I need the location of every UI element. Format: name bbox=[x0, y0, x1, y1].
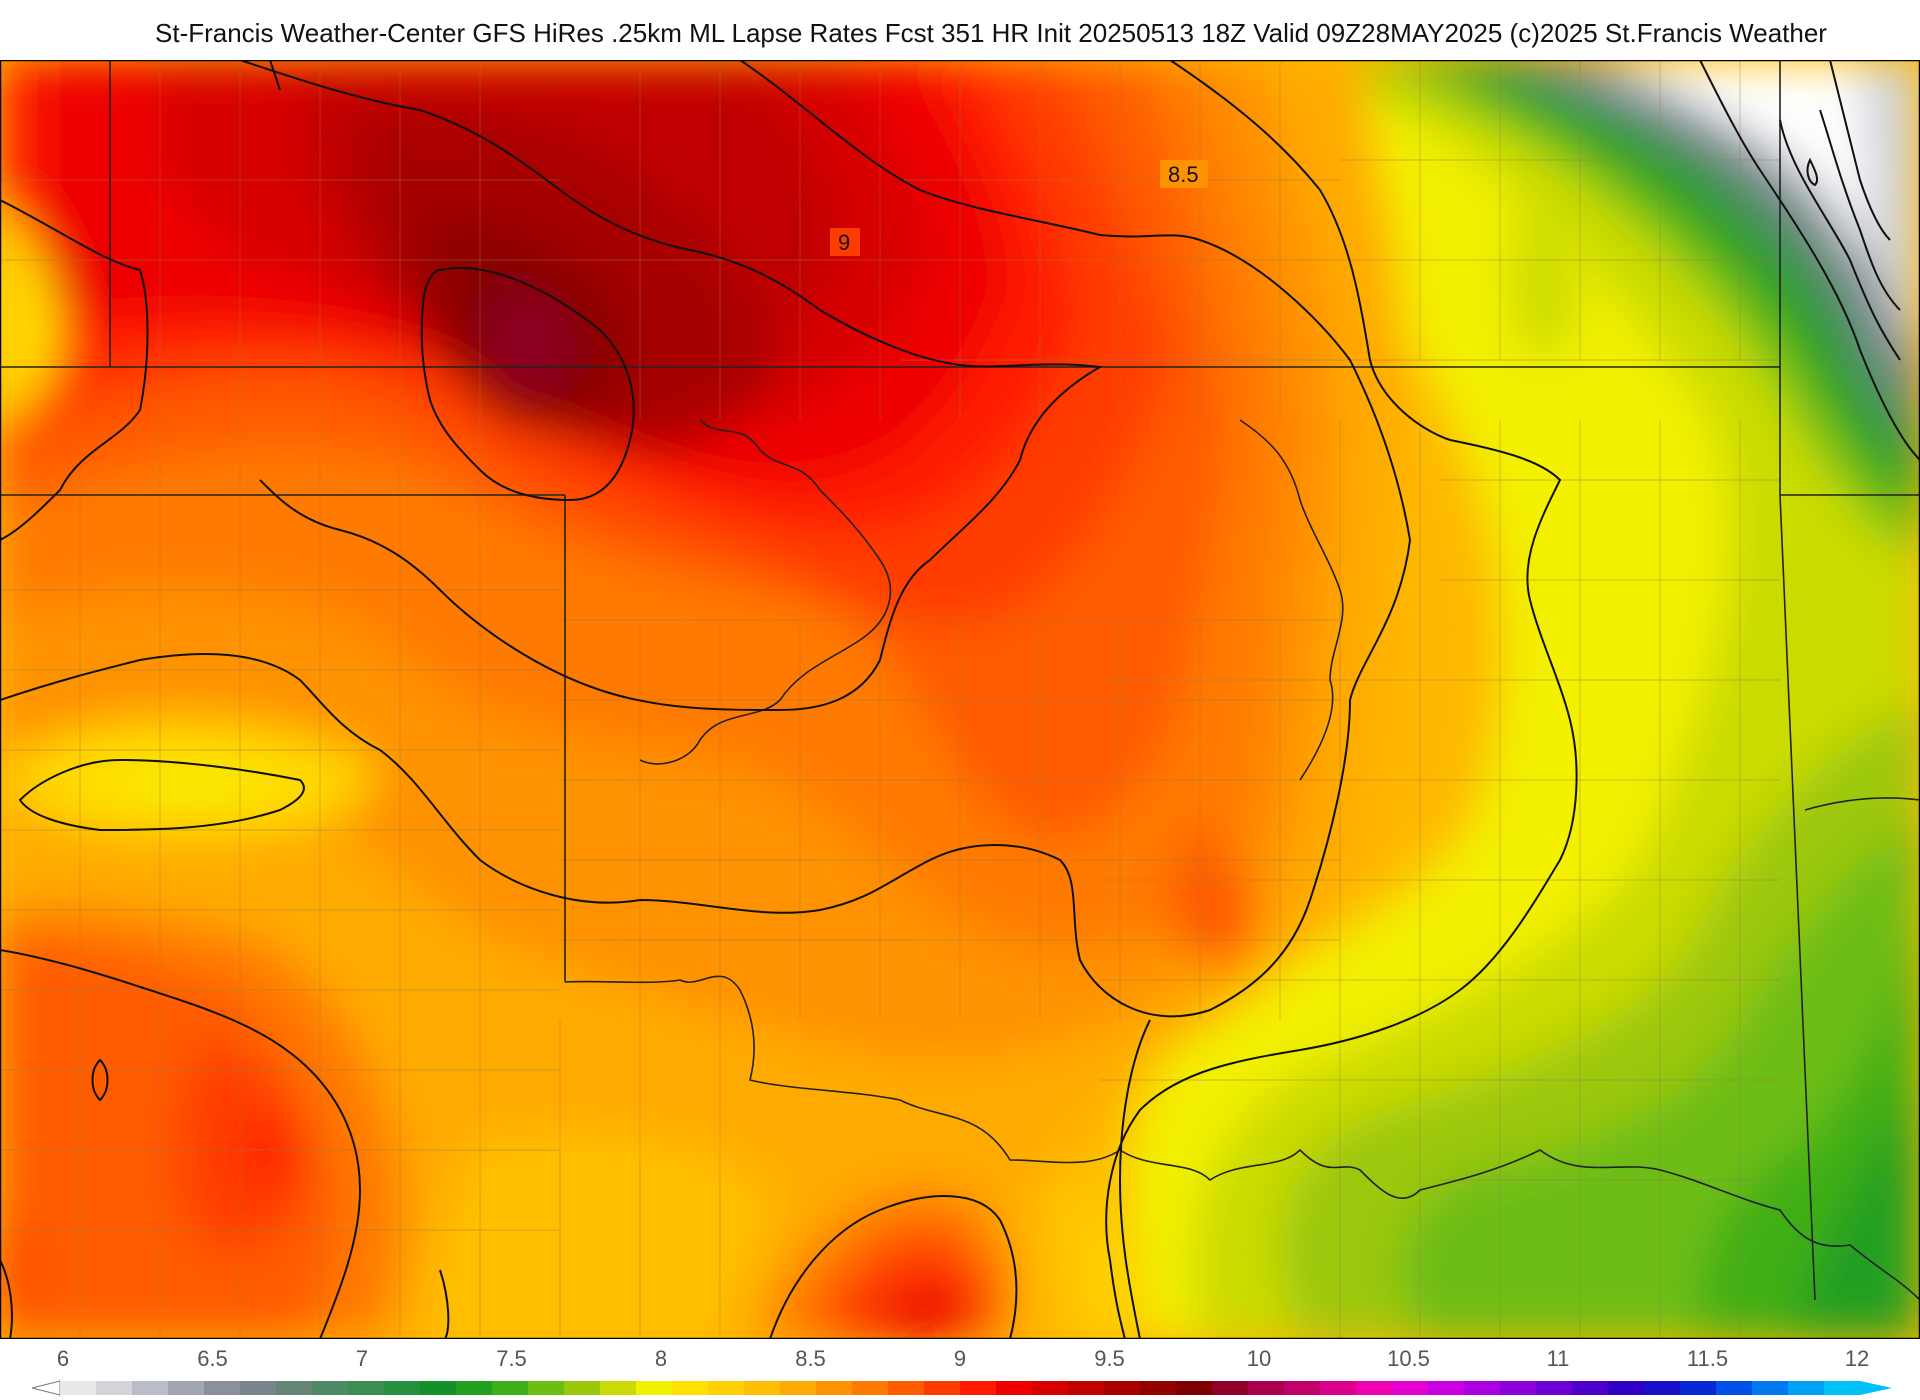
colorbar-box bbox=[816, 1381, 853, 1395]
colorbar: 6 6.5 7 7.5 8 8.5 9 9.5 10 10.5 11 11.5 12 bbox=[31, 1346, 1892, 1396]
colorbar-box bbox=[1104, 1381, 1141, 1395]
contour-line bbox=[0, 60, 1412, 1018]
contour-line bbox=[439, 1269, 450, 1339]
colorbar-tick-label: 6 bbox=[57, 1346, 69, 1371]
colorbar-box bbox=[960, 1381, 997, 1395]
map-panel[interactable]: 8.5 9 bbox=[0, 60, 1920, 1339]
colorbar-tick-label: 8 bbox=[655, 1346, 667, 1371]
colorbar-low-arrow bbox=[31, 1380, 61, 1396]
colorbar-box bbox=[1428, 1381, 1465, 1395]
contour-line bbox=[269, 60, 281, 91]
colorbar-box bbox=[312, 1381, 349, 1395]
contour-label-8-5: 8.5 bbox=[1168, 162, 1199, 187]
contour-line bbox=[18, 758, 305, 832]
colorbar-box bbox=[1752, 1381, 1789, 1395]
contour-line bbox=[420, 267, 635, 502]
contour-line bbox=[1806, 157, 1819, 187]
contour-line bbox=[1819, 109, 1901, 311]
colorbar-box bbox=[708, 1381, 745, 1395]
colorbar-box bbox=[1680, 1381, 1717, 1395]
colorbar-box bbox=[1320, 1381, 1357, 1395]
colorbar-box bbox=[1824, 1381, 1861, 1395]
colorbar-tick-label: 6.5 bbox=[197, 1346, 228, 1371]
colorbar-box bbox=[276, 1381, 313, 1395]
contour-label-9: 9 bbox=[838, 230, 850, 255]
colorbar-tick-labels: 6 6.5 7 7.5 8 8.5 9 9.5 10 10.5 11 11.5 12 bbox=[57, 1346, 1869, 1371]
colorbar-tick-label: 9.5 bbox=[1094, 1346, 1125, 1371]
colorbar-box bbox=[1500, 1381, 1537, 1395]
colorbar-box bbox=[636, 1381, 673, 1395]
colorbar-box bbox=[1464, 1381, 1501, 1395]
colorbar-box bbox=[1644, 1381, 1681, 1395]
colorbar-box bbox=[1140, 1381, 1177, 1395]
colorbar-box bbox=[852, 1381, 889, 1395]
colorbar-high-arrow bbox=[1860, 1381, 1892, 1395]
contour-line bbox=[91, 1058, 109, 1102]
colorbar-tick-label: 11 bbox=[1547, 1346, 1570, 1371]
colorbar-box bbox=[1176, 1381, 1213, 1395]
colorbar-box bbox=[528, 1381, 565, 1395]
colorbar-box bbox=[96, 1381, 133, 1395]
colorbar-box bbox=[204, 1381, 241, 1395]
colorbar-box bbox=[240, 1381, 277, 1395]
colorbar-box bbox=[1356, 1381, 1393, 1395]
colorbar-box bbox=[1392, 1381, 1429, 1395]
colorbar-box bbox=[1068, 1381, 1105, 1395]
colorbar-box bbox=[60, 1381, 97, 1395]
colorbar-box bbox=[672, 1381, 709, 1395]
colorbar-box bbox=[888, 1381, 925, 1395]
contour-line bbox=[0, 1259, 13, 1339]
colorbar-tick-label: 7 bbox=[356, 1346, 368, 1371]
colorbar-box bbox=[1716, 1381, 1753, 1395]
colorbar-box bbox=[492, 1381, 529, 1395]
colorbar-box bbox=[1248, 1381, 1285, 1395]
colorbar-tick-label: 8.5 bbox=[795, 1346, 826, 1371]
colorbar-tick-label: 11.5 bbox=[1687, 1346, 1728, 1371]
colorbar-box bbox=[384, 1381, 421, 1395]
colorbar-box bbox=[1284, 1381, 1321, 1395]
contour-line bbox=[1118, 1019, 1151, 1339]
colorbar-box bbox=[564, 1381, 601, 1395]
lapse-rate-field bbox=[0, 60, 1920, 1339]
colorbar-box bbox=[348, 1381, 385, 1395]
colorbar-box bbox=[1788, 1381, 1825, 1395]
map-title: St-Francis Weather-Center GFS HiRes .25k… bbox=[155, 18, 1827, 48]
colorbar-tick-label: 10.5 bbox=[1387, 1346, 1430, 1371]
contour-line bbox=[0, 949, 362, 1339]
colorbar-box bbox=[168, 1381, 205, 1395]
colorbar-tick-label: 9 bbox=[954, 1346, 966, 1371]
colorbar-box bbox=[1572, 1381, 1609, 1395]
contour-line bbox=[1779, 119, 1901, 361]
colorbar-box bbox=[132, 1381, 169, 1395]
colorbar-box bbox=[1212, 1381, 1249, 1395]
colorbar-box bbox=[420, 1381, 457, 1395]
contour-line bbox=[1829, 60, 1891, 241]
colorbar-box bbox=[456, 1381, 493, 1395]
colorbar-box bbox=[780, 1381, 817, 1395]
contour-label-bg bbox=[830, 228, 860, 256]
colorbar-color-boxes bbox=[31, 1380, 1892, 1396]
colorbar-tick-label: 12 bbox=[1845, 1346, 1869, 1371]
colorbar-box bbox=[1032, 1381, 1069, 1395]
contour-line bbox=[769, 1195, 1018, 1339]
contour-label-bg bbox=[1160, 160, 1208, 188]
contour-line bbox=[0, 199, 149, 541]
colorbar-box bbox=[996, 1381, 1033, 1395]
colorbar-tick-label: 10 bbox=[1247, 1346, 1271, 1371]
contour-line bbox=[239, 60, 1104, 712]
state-borders bbox=[0, 60, 1920, 1301]
lapse-rate-contours: 8.5 9 bbox=[0, 60, 1920, 1339]
contour-line bbox=[1105, 60, 1578, 1339]
contour-line bbox=[1699, 60, 1920, 461]
colorbar-tick-label: 7.5 bbox=[496, 1346, 527, 1371]
colorbar-box bbox=[744, 1381, 781, 1395]
colorbar-box bbox=[1608, 1381, 1645, 1395]
colorbar-box bbox=[924, 1381, 961, 1395]
colorbar-box bbox=[1536, 1381, 1573, 1395]
colorbar-box bbox=[600, 1381, 637, 1395]
